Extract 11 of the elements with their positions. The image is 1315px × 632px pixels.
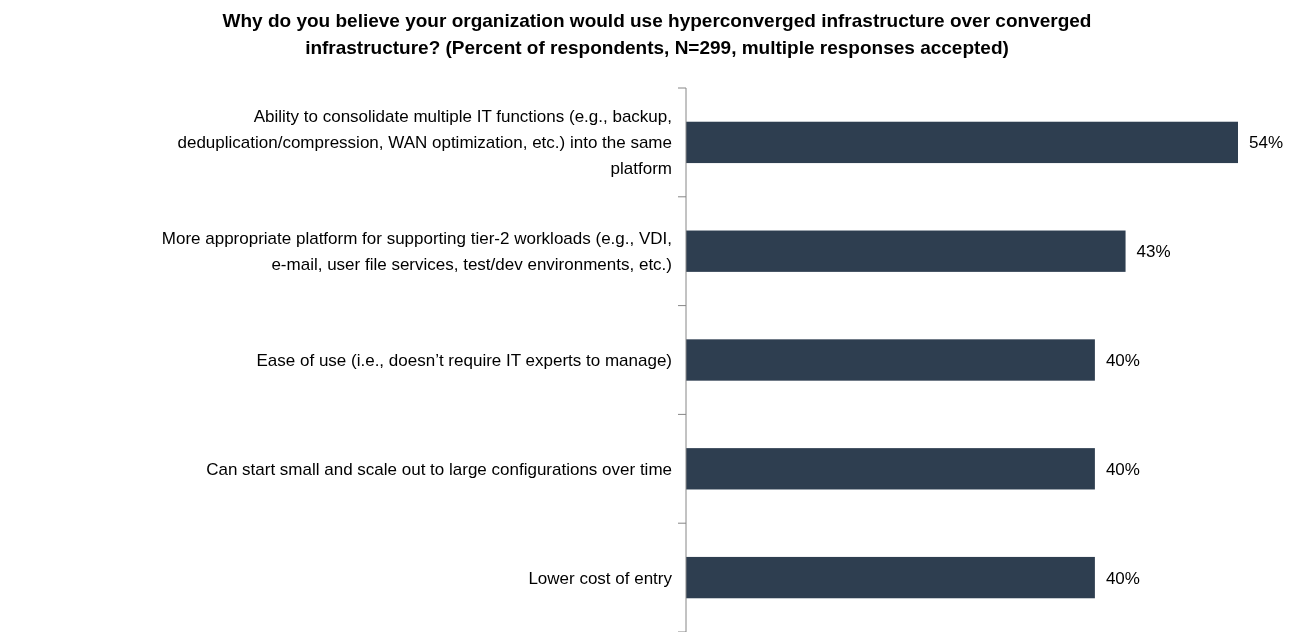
data-label: 40% [1105, 351, 1140, 370]
chart-title: Why do you believe your organization would use hyperconverged infrastructure over converged infrastructure? (Percent of respondents, N=299, multiple responses accepted) [222, 10, 1092, 58]
y-tick-label: Can start small and scale out to large configurations over time [206, 459, 672, 479]
y-tick-label: Ability to consolidate multiple IT functions (e.g., backup, deduplication/compression, WAN optimization, etc.) into the same platform [177, 107, 672, 179]
data-label: 40% [1105, 459, 1140, 479]
data-label: 54% [1249, 133, 1284, 153]
y-tick-label: Ease of use (i.e., doesn’t require IT experts to manage) [256, 351, 672, 370]
data-label: 40% [1105, 568, 1140, 588]
y-tick-label: More appropriate platform for supporting tier-2 workloads (e.g., VDI, e-mail, user file services, test/dev environments, etc.) [161, 229, 672, 275]
data-label: 43% [1136, 242, 1171, 262]
y-tick-label: Lower cost of entry [528, 568, 673, 588]
